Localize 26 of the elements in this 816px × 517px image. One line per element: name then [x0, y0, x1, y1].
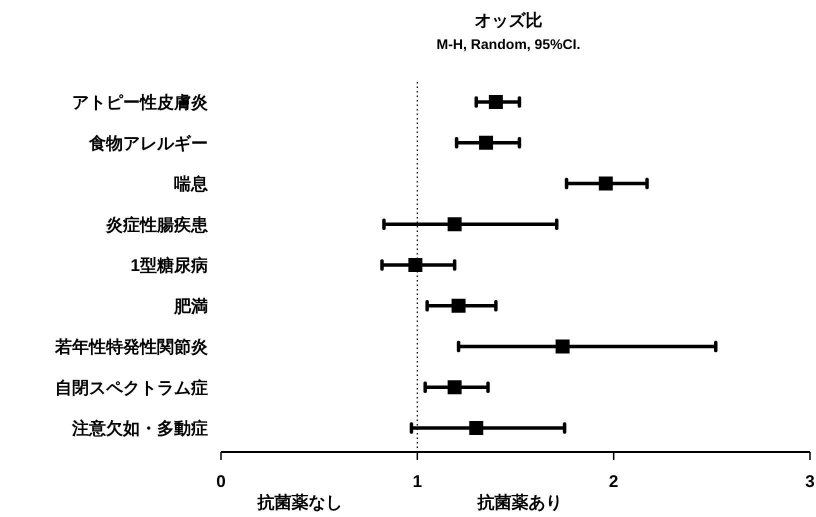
- subtitle: M-H, Random, 95%CI.: [436, 36, 580, 52]
- y-tick-label: 若年性特発性関節炎: [54, 338, 208, 356]
- point: [408, 258, 422, 272]
- point: [448, 380, 462, 394]
- point: [448, 217, 462, 232]
- annotation: 抗菌薬あり: [478, 493, 562, 512]
- annotation: 抗菌薬なし: [258, 493, 342, 512]
- y-tick-label: 自閉スペクトラム症: [55, 378, 208, 398]
- point: [479, 136, 494, 150]
- point: [556, 340, 570, 354]
- x-tick-label: 3: [805, 472, 815, 491]
- x-tick-label: 2: [608, 472, 618, 491]
- point: [452, 298, 466, 313]
- point: [488, 95, 503, 109]
- x-tick-label: 0: [216, 472, 226, 491]
- y-tick-label: 食物アレルギー: [88, 134, 208, 153]
- y-tick-label: 炎症性腸疾患: [105, 215, 209, 234]
- y-tick-label: アトピー性皮膚炎: [72, 93, 208, 112]
- y-tick-label: 注意欠如・多動症: [71, 419, 208, 438]
- title: オッズ比: [474, 11, 542, 30]
- y-tick-label: 1型糖尿病: [130, 256, 208, 275]
- x-tick-label: 1: [412, 472, 422, 491]
- point: [598, 176, 613, 190]
- y-tick-label: 肥満: [173, 296, 208, 316]
- y-tick-label: 喘息: [174, 174, 208, 194]
- point: [469, 421, 484, 435]
